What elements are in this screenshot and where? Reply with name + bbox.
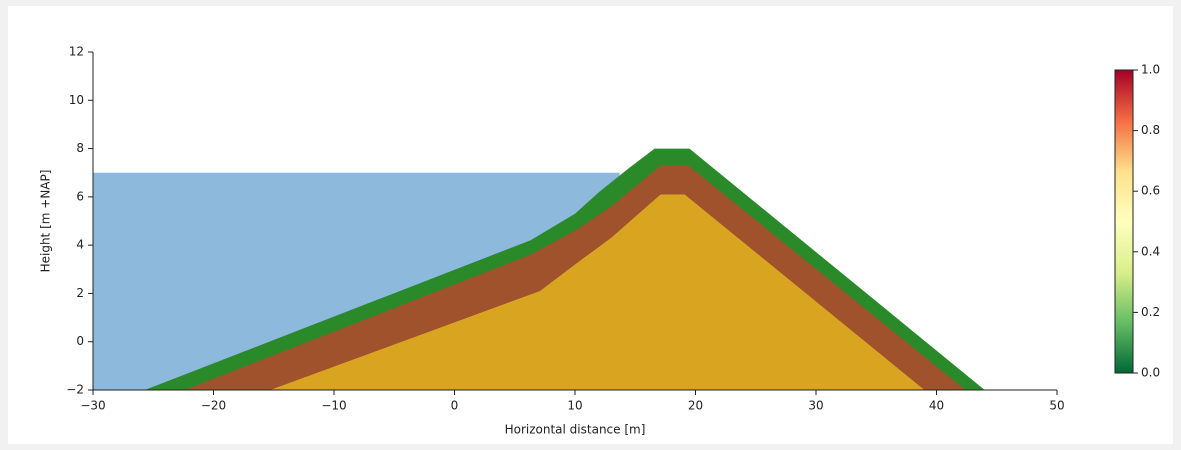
- y-tick-label: 0: [76, 334, 84, 348]
- x-tick-label: 50: [1049, 399, 1064, 413]
- y-tick-label: −2: [66, 383, 84, 397]
- x-tick-label: 40: [929, 399, 944, 413]
- x-tick-label: 0: [451, 399, 459, 413]
- layer: [270, 194, 925, 390]
- colorbar-tick-label: 0.0: [1141, 366, 1160, 380]
- colorbar-tick-label: 1.0: [1141, 63, 1160, 77]
- y-tick-label: 4: [76, 238, 84, 252]
- x-tick-label: −20: [201, 399, 226, 413]
- x-axis-label: Horizontal distance [m]: [505, 423, 646, 437]
- colorbar-tick-label: 0.8: [1141, 123, 1160, 137]
- y-tick-label: 10: [69, 93, 84, 107]
- x-tick-label: 10: [567, 399, 582, 413]
- y-tick-label: 8: [76, 141, 84, 155]
- x-tick-label: 30: [808, 399, 823, 413]
- colorbar-tick-label: 0.4: [1141, 244, 1160, 258]
- y-axis-label: Height [m +NAP]: [39, 170, 53, 273]
- colorbar-tick-label: 0.6: [1141, 184, 1160, 198]
- colorbar-tick-label: 0.2: [1141, 305, 1160, 319]
- y-tick-label: 6: [76, 189, 84, 203]
- y-tick-label: 12: [69, 45, 84, 59]
- x-tick-label: 20: [688, 399, 703, 413]
- colorbar: [1114, 69, 1134, 374]
- y-tick-label: 2: [76, 286, 84, 300]
- x-tick-label: −10: [321, 399, 346, 413]
- x-tick-label: −30: [80, 399, 105, 413]
